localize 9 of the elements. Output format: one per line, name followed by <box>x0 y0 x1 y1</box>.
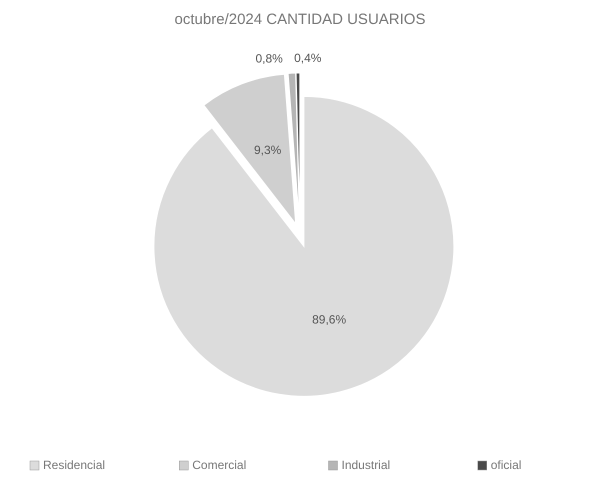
legend-label: Residencial <box>43 458 106 472</box>
data-label: 0,8% <box>255 51 284 66</box>
data-label: 9,3% <box>254 143 282 158</box>
chart-title: octubre/2024 CANTIDAD USUARIOS <box>174 11 426 28</box>
legend-label: Industrial <box>342 458 390 472</box>
legend-label: Comercial <box>192 458 246 472</box>
data-label: 0,4% <box>294 51 322 66</box>
data-label: 89,6% <box>312 312 346 326</box>
legend-label: oficial <box>490 458 522 472</box>
